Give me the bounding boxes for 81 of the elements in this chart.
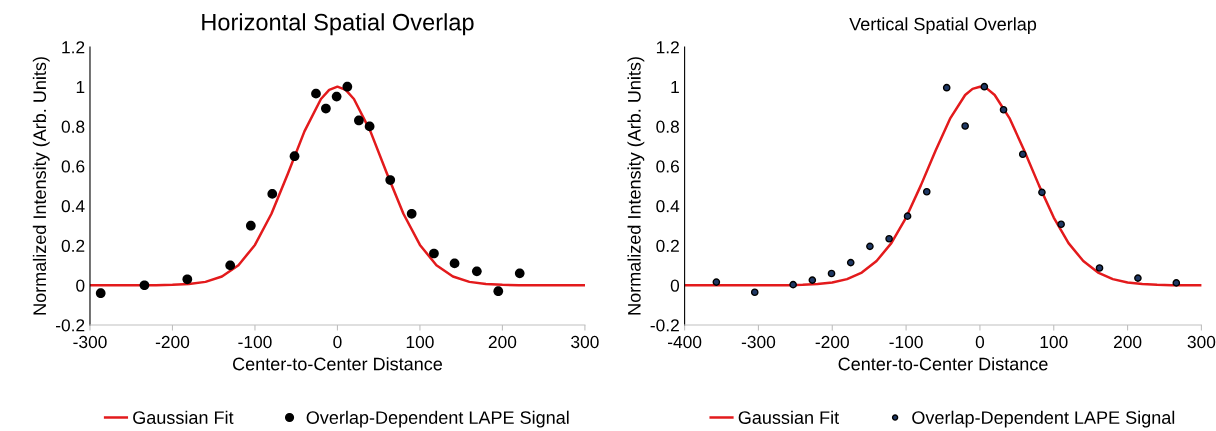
point — [808, 276, 817, 284]
point — [493, 286, 504, 297]
chart-title: Horizontal Spatial Overlap — [202, 13, 474, 36]
point — [342, 81, 353, 92]
point — [789, 280, 797, 289]
x-axis-title: Center-to-Center Distance — [838, 357, 1048, 371]
x-tick-label: -200 — [155, 335, 190, 349]
point — [827, 269, 836, 278]
legend-label: Overlap-Dependent LAPE Signal — [912, 410, 1175, 428]
chart-title: Vertical Spatial Overlap — [849, 17, 1037, 35]
point — [225, 260, 236, 271]
point — [1018, 150, 1027, 159]
x-axis-title: Center-to-Center Distance — [233, 357, 443, 371]
y-tick-label: -0.2 — [650, 319, 679, 332]
y-tick-label: 0 — [670, 279, 680, 292]
y-tick-label: 1.2 — [62, 41, 85, 54]
x-tick-label: 200 — [1113, 335, 1142, 349]
point — [429, 248, 439, 259]
point — [999, 105, 1008, 114]
x-tick-label: -100 — [889, 335, 923, 349]
point — [406, 208, 417, 219]
point — [980, 82, 989, 91]
point — [364, 121, 375, 132]
y-tick-label: 0.4 — [656, 200, 680, 213]
y-tick-label: 0.4 — [61, 200, 85, 213]
point — [471, 266, 482, 277]
point — [95, 288, 106, 299]
point — [846, 258, 855, 267]
point — [321, 103, 331, 114]
x-tick-label: -400 — [668, 335, 702, 349]
x-tick-label: -300 — [73, 335, 107, 349]
x-tick-label: -100 — [238, 335, 272, 349]
point — [1057, 220, 1065, 229]
y-tick-label: 1 — [76, 81, 85, 93]
point — [289, 151, 300, 162]
y-tick-label: -0.2 — [55, 319, 85, 332]
x-tick-label: 100 — [1040, 335, 1068, 349]
point — [712, 278, 721, 286]
point — [139, 280, 150, 291]
point — [514, 268, 525, 279]
x-tick-label: 100 — [406, 335, 434, 349]
legend-label: Overlap-Dependent LAPE Signal — [306, 410, 569, 428]
point — [267, 189, 278, 199]
point — [961, 122, 969, 130]
point — [1172, 279, 1181, 287]
point — [750, 288, 759, 297]
point — [922, 187, 931, 196]
point — [866, 242, 874, 251]
point — [182, 274, 193, 285]
x-tick-label: 300 — [571, 335, 599, 349]
point — [331, 91, 342, 102]
point — [1095, 264, 1104, 272]
x-tick-label: -300 — [741, 335, 776, 349]
legend-label: Gaussian Fit — [133, 410, 234, 424]
y-tick-label: 0.2 — [61, 239, 85, 253]
point — [885, 234, 893, 243]
x-tick-label: 0 — [975, 335, 985, 349]
point — [311, 88, 321, 99]
point — [1038, 188, 1046, 197]
y-tick-label: 1.2 — [656, 41, 679, 54]
y-tick-label: 1 — [671, 81, 679, 93]
y-tick-label: 0 — [76, 279, 85, 292]
point — [449, 258, 460, 269]
point — [354, 115, 364, 126]
x-tick-label: 0 — [333, 335, 342, 349]
point — [1134, 274, 1142, 282]
x-tick-label: -200 — [815, 335, 849, 349]
point — [903, 212, 912, 220]
point — [942, 83, 951, 92]
y-tick-label: 0.8 — [656, 120, 679, 133]
y-tick-label: 0.2 — [656, 239, 679, 253]
point — [245, 220, 256, 231]
point — [385, 175, 396, 185]
x-tick-label: 200 — [488, 335, 517, 349]
y-tick-label: 0.6 — [656, 160, 679, 173]
y-axis-title: Normalized Intensity (Arb. Units) — [627, 57, 645, 315]
y-axis-title: Normalized Intensity (Arb. Units) — [32, 57, 50, 315]
legend-label: Gaussian Fit — [738, 410, 839, 424]
y-tick-label: 0.8 — [61, 120, 85, 133]
x-tick-label: 300 — [1187, 335, 1216, 349]
y-tick-label: 0.6 — [61, 160, 85, 173]
